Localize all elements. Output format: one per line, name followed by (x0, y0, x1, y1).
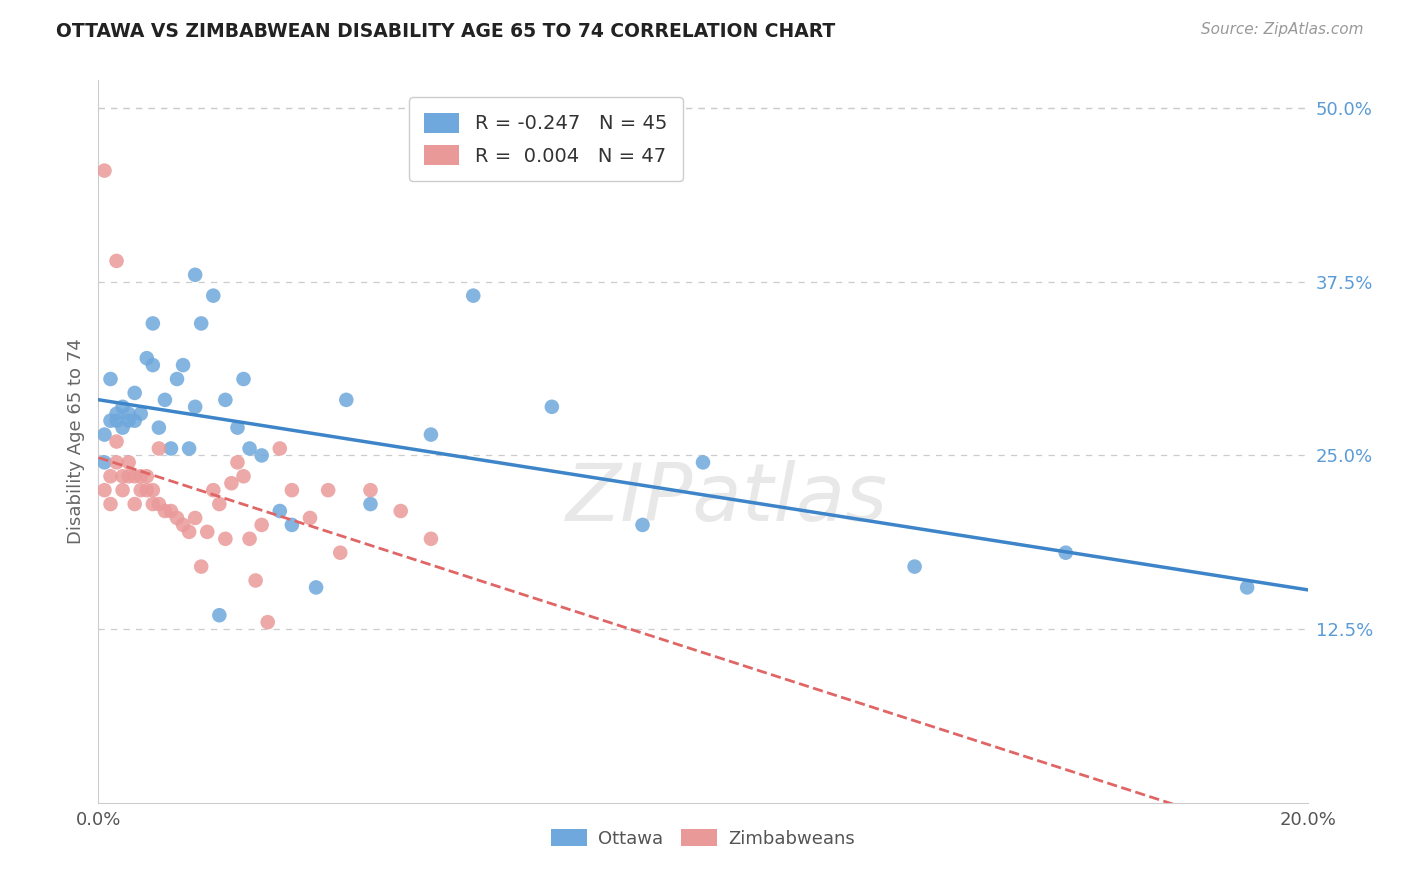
Point (335, 392, 357, 407)
Point (245, 574, 267, 588)
Point (389, 504, 412, 518)
Point (172, 517, 194, 532)
Point (148, 420, 170, 434)
Point (239, 532, 262, 546)
Point (105, 414, 128, 428)
Point (111, 420, 134, 434)
Point (93, 455, 115, 469)
Point (250, 517, 273, 532)
Point (100, 469, 122, 483)
Point (105, 407, 128, 421)
Point (360, 497, 382, 511)
Point (129, 407, 152, 421)
Point (135, 469, 157, 483)
Point (111, 400, 134, 414)
Point (118, 407, 141, 421)
Point (904, 559, 927, 574)
Point (420, 427, 443, 442)
Point (692, 455, 714, 469)
Point (100, 497, 122, 511)
Point (142, 497, 165, 511)
Point (631, 517, 654, 532)
Point (195, 524, 218, 539)
Point (105, 434, 128, 449)
Point (281, 517, 304, 532)
Point (124, 497, 146, 511)
Point (190, 317, 212, 331)
Point (540, 400, 562, 414)
Point (166, 372, 188, 386)
Point (93, 163, 115, 178)
Point (148, 442, 170, 456)
Point (118, 469, 141, 483)
Point (124, 414, 146, 428)
Point (202, 288, 225, 302)
Point (299, 511, 322, 525)
Legend: Ottawa, Zimbabweans: Ottawa, Zimbabweans (544, 822, 862, 855)
Point (166, 511, 188, 525)
Point (281, 483, 304, 498)
Point (202, 483, 225, 498)
Point (100, 414, 122, 428)
Point (160, 442, 183, 456)
Point (184, 400, 207, 414)
Point (184, 511, 207, 525)
Point (172, 358, 194, 372)
Point (111, 483, 134, 498)
Point (111, 469, 134, 483)
Point (420, 532, 443, 546)
Point (360, 483, 382, 498)
Point (214, 532, 236, 546)
Point (184, 268, 207, 282)
Point (142, 358, 165, 372)
Point (305, 581, 328, 595)
Point (129, 483, 152, 498)
Text: ZIPatlas: ZIPatlas (567, 460, 889, 539)
Point (226, 420, 249, 434)
Point (105, 455, 128, 469)
Point (148, 497, 170, 511)
Point (232, 469, 254, 483)
Point (105, 253, 128, 268)
Text: Source: ZipAtlas.com: Source: ZipAtlas.com (1201, 22, 1364, 37)
Point (160, 504, 183, 518)
Point (135, 483, 157, 498)
Point (93, 427, 115, 442)
Point (316, 483, 339, 498)
Point (153, 504, 176, 518)
Point (250, 449, 273, 463)
Point (208, 497, 231, 511)
Point (100, 372, 122, 386)
Point (124, 469, 146, 483)
Point (124, 385, 146, 400)
Point (214, 392, 236, 407)
Point (135, 351, 157, 366)
Point (179, 442, 201, 456)
Point (1054, 546, 1077, 560)
Point (269, 504, 291, 518)
Point (1236, 581, 1258, 595)
Point (269, 442, 291, 456)
Point (142, 483, 165, 498)
Point (142, 317, 165, 331)
Point (179, 524, 201, 539)
Point (239, 442, 262, 456)
Text: OTTAWA VS ZIMBABWEAN DISABILITY AGE 65 TO 74 CORRELATION CHART: OTTAWA VS ZIMBABWEAN DISABILITY AGE 65 T… (56, 22, 835, 41)
Point (190, 559, 212, 574)
Point (232, 372, 254, 386)
Point (93, 483, 115, 498)
Point (208, 608, 231, 623)
Point (463, 288, 485, 302)
Point (153, 392, 176, 407)
Point (256, 615, 278, 630)
Point (226, 455, 249, 469)
Point (129, 469, 152, 483)
Point (329, 546, 352, 560)
Point (118, 455, 141, 469)
Y-axis label: Disability Age 65 to 74: Disability Age 65 to 74 (66, 339, 84, 544)
Point (118, 414, 141, 428)
Point (221, 476, 243, 491)
